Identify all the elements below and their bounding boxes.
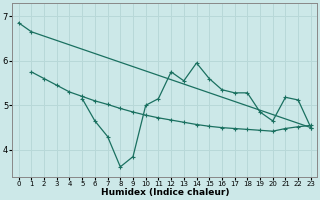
X-axis label: Humidex (Indice chaleur): Humidex (Indice chaleur) [100,188,229,197]
